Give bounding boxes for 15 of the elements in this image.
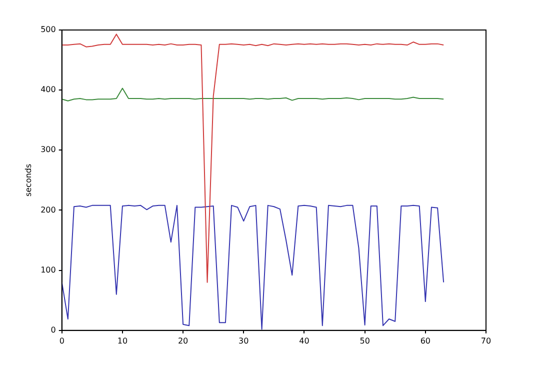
y-tick-label: 400 — [40, 85, 56, 94]
x-tick-label: 40 — [299, 336, 310, 346]
y-tick-label: 0 — [50, 325, 56, 334]
x-tick-label: 0 — [59, 336, 64, 346]
x-tick-label: 30 — [238, 336, 249, 346]
x-tick-label: 70 — [480, 336, 492, 346]
y-tick-label: 500 — [40, 25, 56, 34]
x-tick-label: 10 — [117, 336, 128, 346]
y-tick-label: 100 — [40, 265, 56, 274]
x-tick-label: 50 — [360, 336, 370, 346]
x-tick-label: 20 — [178, 336, 188, 346]
y-tick-label: 300 — [40, 145, 56, 154]
y-tick-label: 200 — [40, 205, 56, 214]
x-tick-label: 60 — [420, 336, 431, 346]
y-axis-title: seconds — [24, 164, 33, 197]
